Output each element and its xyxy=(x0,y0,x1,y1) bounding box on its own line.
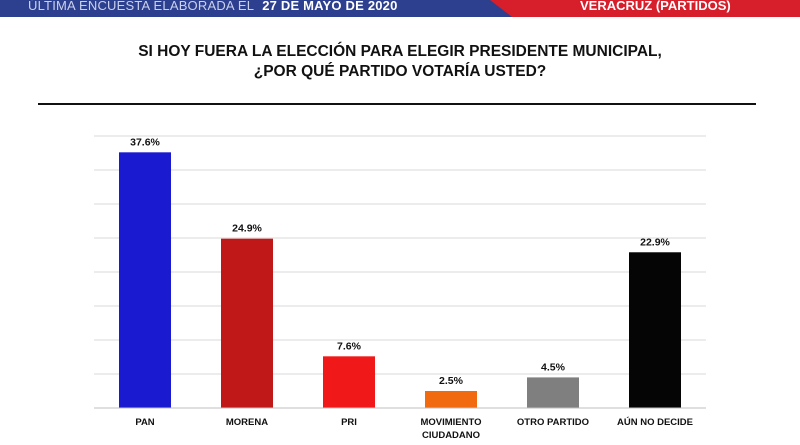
bar-1 xyxy=(119,152,171,408)
data-label: 37.6% xyxy=(130,136,160,148)
category-label: OTRO PARTIDO xyxy=(517,417,589,428)
category-label: MOVIMIENTO CIUDADANO xyxy=(420,417,481,441)
data-label: 4.5% xyxy=(541,361,566,373)
data-label: 22.9% xyxy=(640,236,670,248)
survey-date: 27 DE MAYO DE 2020 xyxy=(262,0,398,13)
bar-5 xyxy=(527,377,579,408)
title-divider xyxy=(38,103,756,105)
bar-3 xyxy=(323,356,375,408)
data-label: 24.9% xyxy=(232,223,262,235)
category-label: PAN xyxy=(135,417,154,428)
category-label: PRI xyxy=(341,417,357,428)
chart-title-block: SI HOY FUERA LA ELECCIÓN PARA ELEGIR PRE… xyxy=(0,42,800,82)
bar-4 xyxy=(425,391,477,408)
chart-subtitle: ¿POR QUÉ PARTIDO VOTARÍA USTED? xyxy=(253,63,547,80)
chart-title: SI HOY FUERA LA ELECCIÓN PARA ELEGIR PRE… xyxy=(138,43,662,60)
top-banner: ÚLTIMA ENCUESTA ELABORADA EL 27 DE MAYO D… xyxy=(0,0,800,17)
survey-date-prefix: ÚLTIMA ENCUESTA ELABORADA EL xyxy=(28,0,255,13)
region-label: VERACRUZ (PARTIDOS) xyxy=(580,0,731,13)
category-label: MORENA xyxy=(226,417,268,428)
data-label: 2.5% xyxy=(439,375,464,387)
category-label: AÚN NO DECIDE xyxy=(617,416,693,428)
bar-2 xyxy=(221,238,273,408)
top-banner-red-section xyxy=(490,0,800,17)
survey-date-label: ÚLTIMA ENCUESTA ELABORADA EL 27 DE MAYO D… xyxy=(28,0,398,14)
bar-6 xyxy=(629,252,681,408)
data-label: 7.6% xyxy=(337,340,362,352)
